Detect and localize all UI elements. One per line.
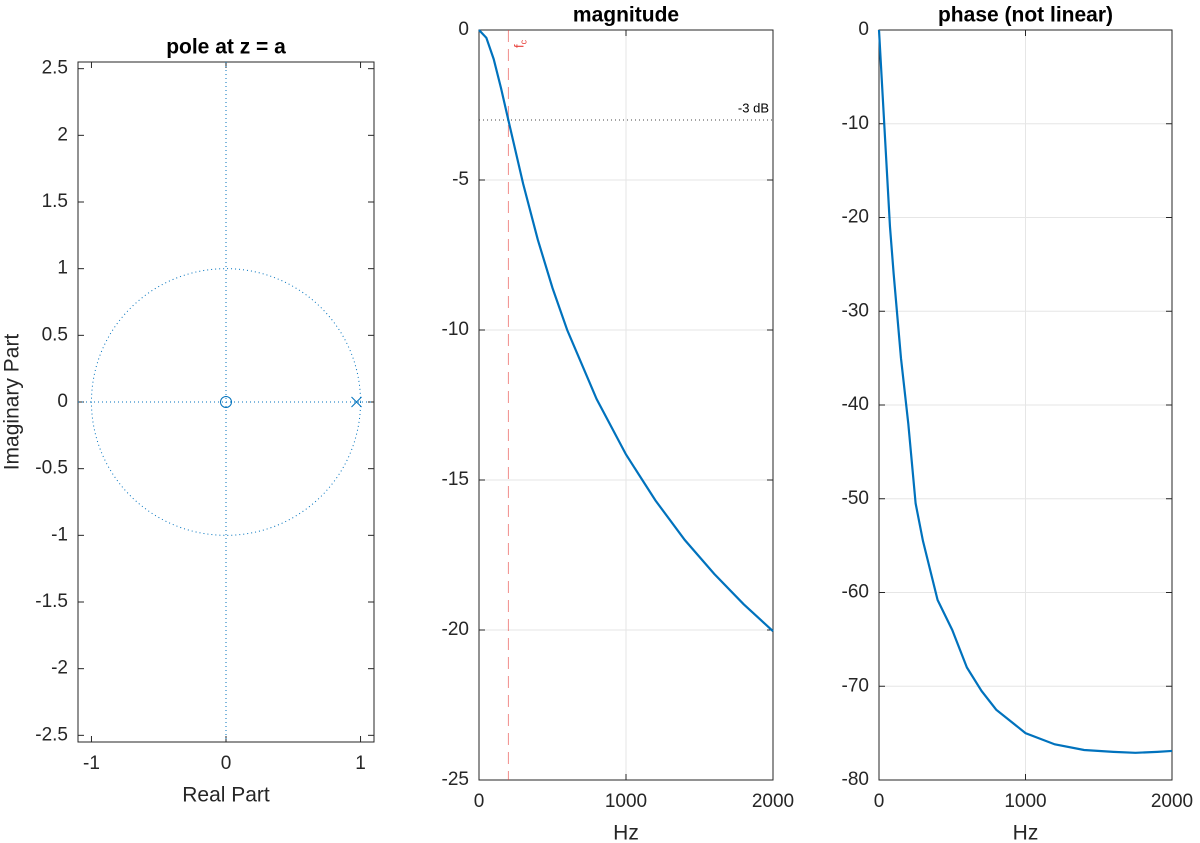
cutoff-label-main: f <box>512 44 527 48</box>
pole-marker <box>351 396 362 408</box>
y-tick-label: -2.5 <box>35 724 68 745</box>
x-tick-label: 2000 <box>1151 791 1193 812</box>
y-tick-label: -60 <box>842 582 869 603</box>
y-tick-label: -25 <box>442 769 469 790</box>
x-tick-label: 0 <box>874 791 885 812</box>
y-tick-label: 0 <box>858 19 869 40</box>
y-tick-label: -30 <box>842 300 869 321</box>
y-tick-label: 1.5 <box>42 191 68 212</box>
unit-circle <box>90 268 362 536</box>
axes-box <box>878 29 1173 781</box>
x-tick-label: 1000 <box>605 791 647 812</box>
x-tick-label: 0 <box>221 753 232 774</box>
y-tick-label: -1 <box>51 524 68 545</box>
axes-box <box>478 29 774 781</box>
y-tick-label: -20 <box>842 207 869 228</box>
y-tick-label: 0 <box>57 391 68 412</box>
x-tick-label: 0 <box>474 791 485 812</box>
y-tick-label: -20 <box>442 619 469 640</box>
y-tick-label: -15 <box>442 469 469 490</box>
data-line <box>478 29 774 633</box>
x-axis-label: Hz <box>1013 822 1039 843</box>
y-tick-label: -2 <box>51 658 68 679</box>
cutoff-label-sub: c <box>519 39 529 44</box>
x-tick-label: 1 <box>355 753 366 774</box>
x-axis-label: Hz <box>613 822 639 843</box>
x-tick-label: -1 <box>83 753 100 774</box>
x-axis-label: Real Part <box>182 784 270 807</box>
y-tick-label: -10 <box>442 319 469 340</box>
chart-title: pole at z = a <box>166 36 286 59</box>
reference-label: -3 dB <box>738 100 769 115</box>
cutoff-label: fc <box>512 39 529 48</box>
y-tick-label: -1.5 <box>35 591 68 612</box>
y-tick-label: -5 <box>452 169 469 190</box>
x-tick-label: 1000 <box>1004 791 1046 812</box>
data-line <box>877 29 1173 754</box>
subplot: 0 1000 2000 -80 -70 -60 -50 -40 -30 -20 -10 0 phase … <box>842 4 1194 843</box>
y-tick-label: 0.5 <box>42 324 68 345</box>
y-tick-label: -40 <box>842 394 869 415</box>
y-tick-label: 0 <box>458 19 469 40</box>
y-tick-label: -70 <box>842 675 869 696</box>
y-tick-label: -10 <box>842 113 869 134</box>
chart-title: magnitude <box>573 4 679 27</box>
zero-marker <box>220 396 232 408</box>
y-tick-label: 2 <box>57 124 68 145</box>
subplot: -1 0 1 -2.5 -2 -1.5 -1 -0.5 0 0.5 1 1.5 2 2.5 pole at … <box>1 36 375 807</box>
chart-title: phase (not linear) <box>938 4 1113 27</box>
x-tick-label: 2000 <box>752 791 794 812</box>
subplot: 0 1000 2000 -25 -20 -15 -10 -5 0 magnitude Hz -3 dB… <box>442 4 795 843</box>
y-axis-label: Imaginary Part <box>1 334 24 471</box>
y-tick-label: -80 <box>842 769 869 790</box>
y-tick-label: -0.5 <box>35 458 68 479</box>
y-tick-label: 2.5 <box>42 58 68 79</box>
y-tick-label: 1 <box>57 258 68 279</box>
y-tick-label: -50 <box>842 488 869 509</box>
